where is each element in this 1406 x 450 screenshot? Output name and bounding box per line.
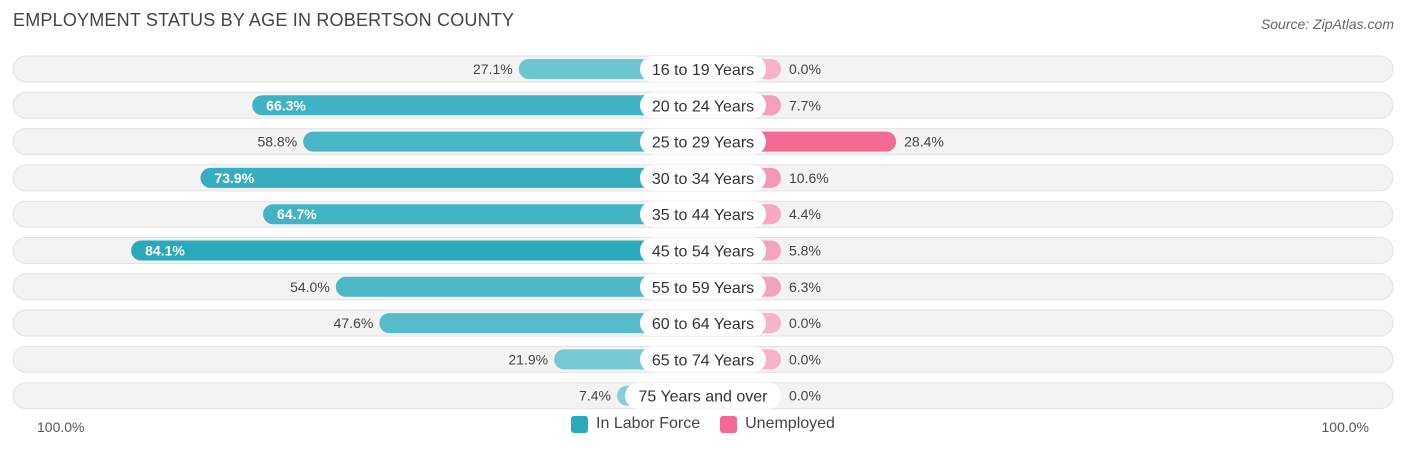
value-label-labor-force: 66.3% (266, 97, 306, 113)
category-label: 45 to 54 Years (652, 244, 754, 261)
legend-label-unemployed: Unemployed (745, 415, 835, 432)
category-label: 16 to 19 Years (652, 62, 754, 79)
value-label-unemployed: 10.6% (789, 170, 829, 186)
category-pill (640, 273, 766, 300)
value-label-unemployed: 0.0% (789, 351, 821, 367)
category-pill (625, 382, 781, 409)
category-pill (640, 237, 766, 264)
value-label-unemployed: 5.8% (789, 243, 821, 259)
value-label-unemployed: 0.0% (789, 61, 821, 77)
bar-labor-force (263, 204, 703, 225)
value-label-labor-force: 84.1% (145, 243, 185, 259)
legend: In Labor Force Unemployed (0, 415, 1406, 433)
category-label: 75 Years and over (639, 389, 769, 406)
value-label-labor-force: 7.4% (579, 388, 611, 404)
bar-labor-force (303, 131, 703, 152)
category-label: 35 to 44 Years (652, 207, 754, 224)
source-label: Source: ZipAtlas.com (1260, 16, 1394, 32)
category-label: 20 to 24 Years (652, 98, 754, 115)
bar-labor-force (335, 276, 703, 297)
category-pill (640, 310, 766, 337)
legend-swatch-labor-force (571, 415, 589, 433)
legend-item-unemployed[interactable]: Unemployed (720, 415, 835, 433)
value-label-unemployed: 0.0% (789, 315, 821, 331)
legend-item-labor-force[interactable]: In Labor Force (571, 415, 700, 433)
category-label: 30 to 34 Years (652, 171, 754, 188)
bar-labor-force (379, 313, 703, 334)
value-label-unemployed: 6.3% (789, 279, 821, 295)
value-label-unemployed: 0.0% (789, 388, 821, 404)
category-pill (640, 128, 766, 155)
bar-labor-force (200, 167, 704, 188)
value-label-labor-force: 27.1% (473, 61, 513, 77)
category-pill (640, 56, 766, 82)
value-label-labor-force: 47.6% (334, 315, 374, 331)
category-pill (640, 346, 766, 373)
axis-right-label: 100.0% (1321, 419, 1369, 435)
value-label-labor-force: 73.9% (214, 170, 254, 186)
category-pill (640, 201, 766, 228)
value-label-labor-force: 54.0% (290, 279, 330, 295)
value-label-labor-force: 64.7% (277, 206, 317, 222)
category-label: 60 to 64 Years (652, 316, 754, 333)
category-pill (640, 92, 766, 119)
chart-title: EMPLOYMENT STATUS BY AGE IN ROBERTSON CO… (13, 10, 515, 30)
legend-label-labor-force: In Labor Force (596, 415, 701, 432)
category-label: 65 to 74 Years (652, 352, 754, 369)
category-label: 25 to 29 Years (652, 135, 754, 152)
value-label-labor-force: 58.8% (257, 134, 297, 150)
bar-labor-force (131, 240, 703, 261)
bar-labor-force (252, 95, 703, 116)
value-label-unemployed: 4.4% (789, 206, 821, 222)
value-label-labor-force: 21.9% (508, 351, 548, 367)
axis-left-label: 100.0% (37, 419, 85, 435)
value-label-unemployed: 7.7% (789, 97, 821, 113)
value-label-unemployed: 28.4% (904, 134, 944, 150)
legend-swatch-unemployed (720, 415, 738, 433)
category-label: 55 to 59 Years (652, 280, 754, 297)
category-pill (640, 164, 766, 191)
